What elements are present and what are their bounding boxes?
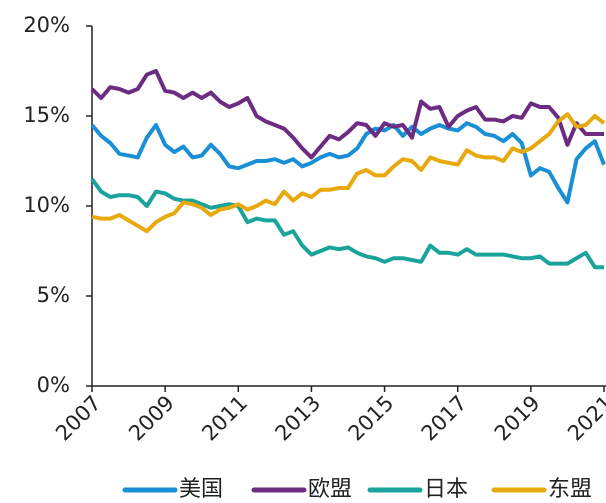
x-tick-label: 2019 xyxy=(490,391,545,446)
x-tick-label: 2015 xyxy=(344,391,399,446)
legend-label: 美国 xyxy=(179,477,223,502)
y-tick-label: 20% xyxy=(23,13,70,37)
x-tick-label: 2021 xyxy=(563,391,606,446)
series-line xyxy=(90,69,604,160)
x-tick-label: 2017 xyxy=(417,391,472,446)
x-tick-label: 2009 xyxy=(124,391,179,446)
x-tick-label: 2007 xyxy=(51,391,106,446)
legend-label: 东盟 xyxy=(548,477,592,502)
series-line xyxy=(91,112,606,234)
y-tick-label: 10% xyxy=(23,193,70,217)
y-tick-label: 0% xyxy=(37,373,70,397)
x-tick-label: 2013 xyxy=(270,391,325,446)
y-tick-label: 15% xyxy=(23,103,70,127)
legend-label: 欧盟 xyxy=(308,477,352,502)
series-line xyxy=(90,121,606,205)
legend-label: 日本 xyxy=(424,477,468,502)
x-tick-label: 2011 xyxy=(197,391,252,446)
series-line xyxy=(90,177,604,270)
y-tick-label: 5% xyxy=(37,283,70,307)
